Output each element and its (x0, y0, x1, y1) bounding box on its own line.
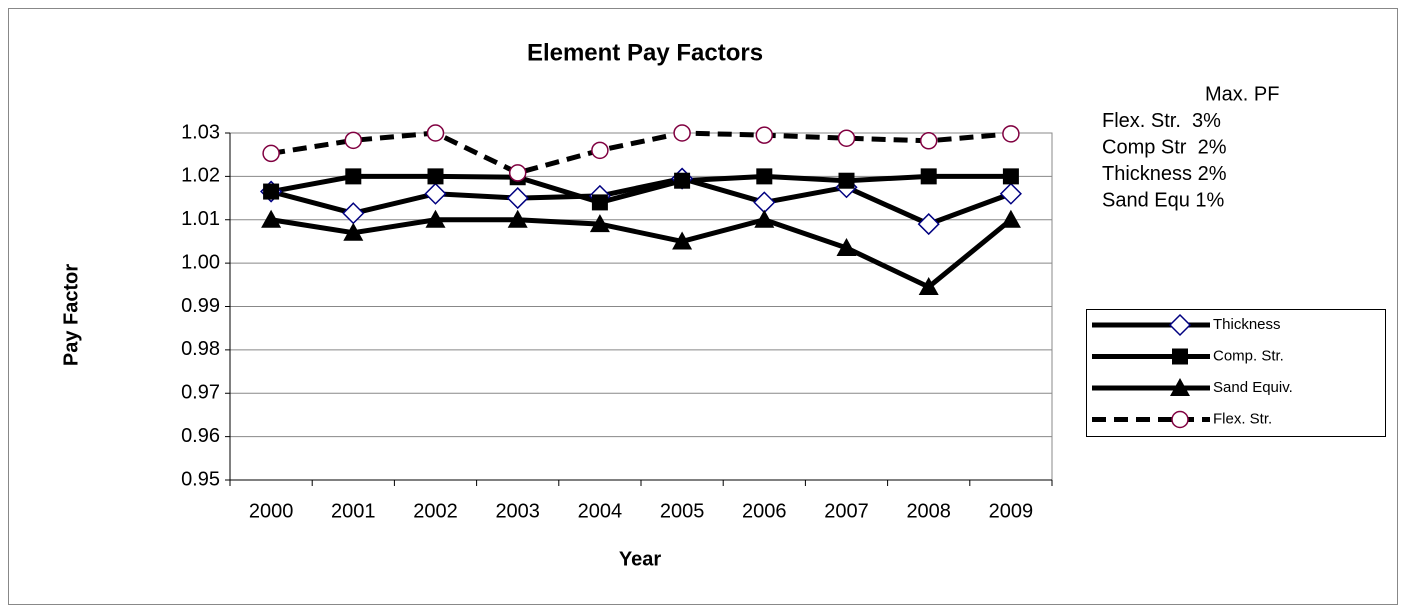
series-line (270, 175, 1012, 227)
annotation: Max. PF (1205, 83, 1279, 105)
x-tick-label: 2000 (249, 500, 294, 522)
series-line (270, 217, 1013, 290)
y-tick-label: 0.97 (181, 382, 220, 404)
data-point (920, 168, 937, 185)
data-point (345, 168, 362, 185)
data-point (262, 144, 280, 163)
y-tick-label: 0.98 (181, 338, 220, 360)
data-point (506, 187, 529, 210)
data-point (756, 168, 773, 185)
x-tick-label: 2008 (906, 500, 951, 522)
legend-marker (1171, 410, 1189, 429)
y-tick-label: 0.99 (181, 295, 220, 317)
data-point (263, 183, 280, 200)
series-line (270, 173, 1011, 205)
y-tick-label: 0.96 (181, 425, 220, 447)
data-point (508, 164, 527, 182)
data-point (1000, 209, 1021, 228)
y-tick-label: 0.95 (181, 468, 220, 490)
data-point (1002, 168, 1019, 185)
series-line (270, 130, 1012, 176)
data-point (917, 213, 940, 236)
annotation: Comp Str 2% (1102, 136, 1227, 158)
data-point (344, 131, 363, 150)
y-tick-label: 1.01 (181, 208, 220, 230)
x-tick-label: 2001 (331, 500, 376, 522)
y-tick-label: 1.00 (181, 251, 220, 273)
legend-label: Sand Equiv. (1213, 379, 1293, 396)
data-point (1002, 125, 1020, 143)
x-tick-label: 2003 (495, 500, 540, 522)
data-point (424, 182, 447, 205)
data-point (919, 132, 938, 150)
annotation: Thickness 2% (1102, 163, 1227, 185)
annotation: Sand Equ 1% (1102, 189, 1225, 211)
data-point (591, 141, 609, 160)
y-tick-label: 1.02 (181, 165, 220, 187)
data-point (591, 194, 608, 211)
legend-box (1086, 309, 1386, 437)
x-tick-label: 2006 (742, 500, 787, 522)
data-point (838, 172, 855, 189)
legend-label: Thickness (1213, 316, 1281, 333)
data-point (343, 222, 364, 241)
legend-marker (1170, 378, 1190, 396)
annotation: Flex. Str. 3% (1102, 110, 1221, 132)
x-tick-label: 2009 (989, 500, 1034, 522)
x-tick-label: 2002 (413, 500, 458, 522)
x-tick-label: 2007 (824, 500, 869, 522)
legend-marker (1168, 313, 1192, 337)
data-point (507, 209, 528, 228)
x-tick-label: 2004 (578, 500, 623, 522)
x-tick-label: 2005 (660, 500, 705, 522)
data-point (589, 214, 610, 233)
data-point (836, 237, 857, 256)
legend-label: Comp. Str. (1213, 347, 1284, 364)
data-point (754, 209, 775, 228)
data-point (999, 182, 1022, 205)
data-point (261, 209, 282, 228)
legend-label: Flex. Str. (1213, 410, 1272, 427)
chart-title: Element Pay Factors (527, 39, 763, 66)
data-point (427, 168, 444, 185)
data-point (837, 129, 856, 147)
data-point (672, 231, 693, 250)
data-point (673, 124, 691, 142)
data-point (918, 276, 939, 295)
y-tick-label: 1.03 (181, 121, 220, 143)
data-point (674, 172, 691, 189)
data-point (426, 124, 445, 142)
legend-marker (1172, 348, 1188, 365)
x-axis-title: Year (619, 548, 661, 570)
data-point (425, 209, 446, 228)
data-point (755, 126, 774, 144)
y-axis-title: Pay Factor (60, 264, 82, 366)
